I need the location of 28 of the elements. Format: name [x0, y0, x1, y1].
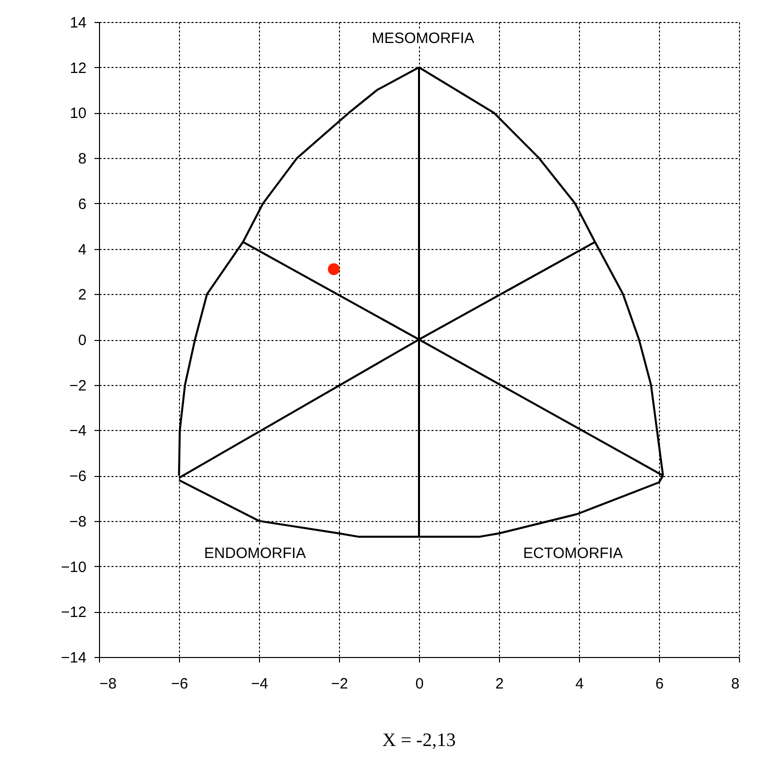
y-tick-label: 6 — [78, 196, 86, 213]
annotation: ECTOMORFIA — [523, 545, 623, 562]
x-tick-label: −8 — [100, 676, 117, 692]
x-tick-label: −2 — [330, 676, 348, 692]
annotation: MESOMORFIA — [372, 30, 474, 47]
y-tick-label: −12 — [61, 604, 86, 622]
y-tick-label: 12 — [70, 60, 86, 77]
y-tick-label: 8 — [78, 150, 86, 168]
y-tick-label: 4 — [78, 241, 86, 258]
y-tick-label: −6 — [69, 468, 86, 486]
x-tick-label: 8 — [731, 676, 740, 692]
y-tick-label: −14 — [61, 650, 86, 666]
x-tick-label: −4 — [250, 676, 268, 692]
text: X = -2,13 — [382, 730, 456, 751]
x-tick-label: 4 — [575, 676, 584, 692]
annotation: ENDOMORFIA — [204, 545, 306, 562]
y-tick-label: 10 — [70, 105, 86, 122]
y-tick-label: −2 — [69, 377, 86, 394]
y-tick-label: −10 — [61, 558, 86, 576]
y-tick-label: 14 — [70, 14, 86, 32]
x-tick-label: 2 — [495, 676, 504, 692]
x-tick-label: −6 — [170, 676, 188, 692]
y-tick-label: 0 — [78, 332, 86, 349]
y-tick-label: −8 — [69, 513, 86, 530]
y-tick-label: −4 — [69, 422, 86, 440]
y-tick-label: 2 — [78, 286, 86, 304]
x-tick-label: 6 — [655, 676, 664, 692]
x-tick-label: 0 — [415, 676, 424, 692]
